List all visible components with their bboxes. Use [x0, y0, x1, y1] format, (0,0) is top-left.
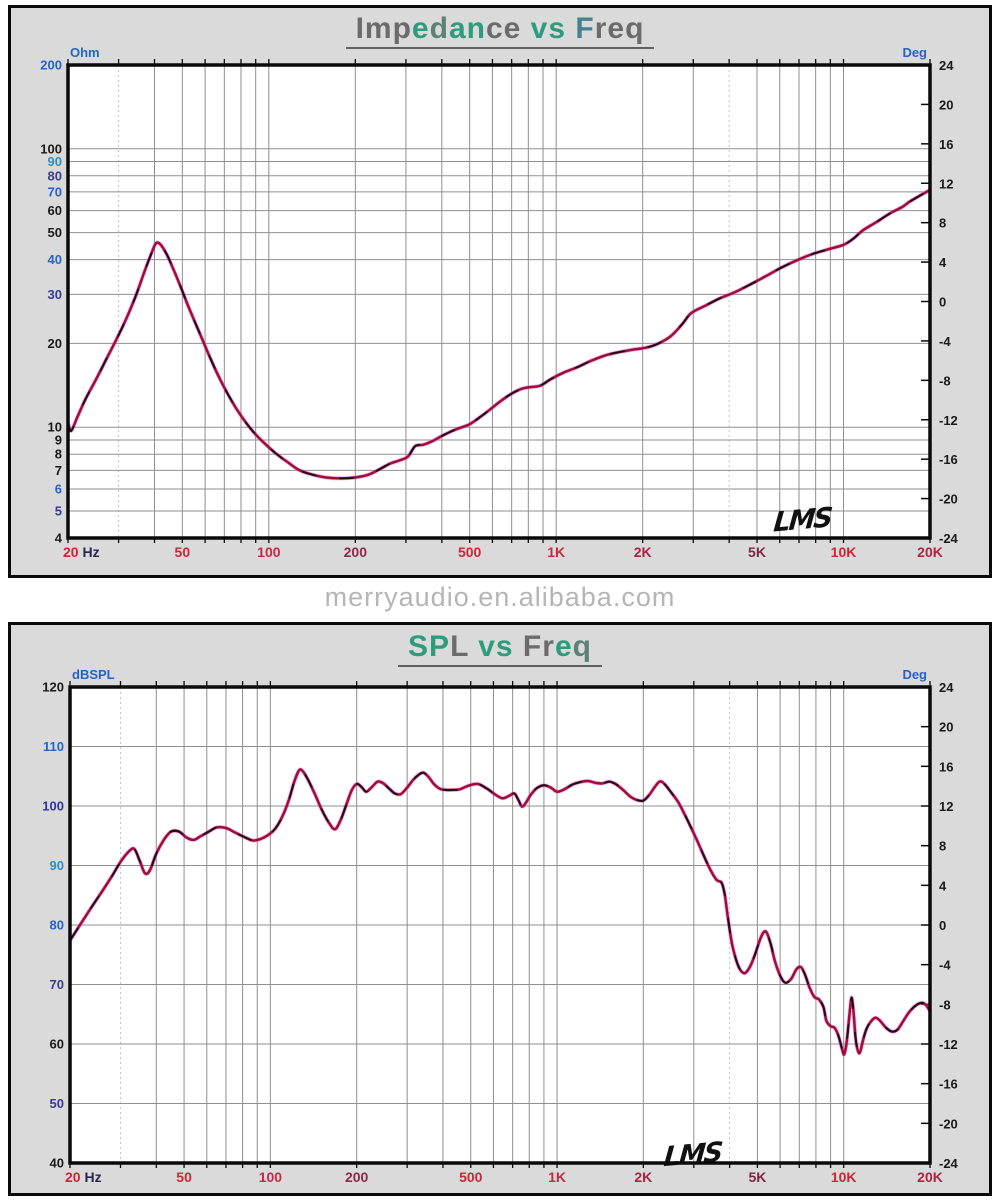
title-letter: I — [355, 12, 365, 45]
spl-panel — [8, 622, 992, 1196]
title-letter: d — [429, 12, 449, 45]
title-letter — [521, 12, 530, 45]
title-letter: s — [548, 12, 567, 45]
watermark-text: merryaudio.en.alibaba.com — [0, 582, 1000, 620]
title-letter: m — [364, 12, 393, 45]
title-letter — [514, 630, 523, 663]
title-letter — [566, 12, 575, 45]
title-letter: s — [495, 630, 514, 663]
impedance-chart-title: Impedance vs Freq — [0, 12, 1000, 49]
title-letter: n — [466, 12, 486, 45]
title-letter: e — [503, 12, 522, 45]
title-letter: F — [522, 630, 543, 663]
title-letter — [469, 630, 478, 663]
title-letter: e — [554, 630, 573, 663]
spl-title-text: SPL vs Freq — [398, 630, 602, 667]
title-letter: F — [575, 12, 595, 45]
title-letter: S — [408, 630, 430, 663]
title-letter: q — [625, 12, 645, 45]
title-letter: e — [607, 12, 626, 45]
impedance-panel — [8, 5, 992, 578]
title-letter: r — [542, 630, 555, 663]
title-letter: r — [594, 12, 608, 45]
title-letter: a — [448, 12, 467, 45]
title-letter: c — [485, 12, 504, 45]
spl-chart-title: SPL vs Freq — [0, 630, 1000, 667]
title-letter: p — [392, 12, 412, 45]
title-letter: L — [450, 630, 469, 663]
title-letter: P — [429, 630, 451, 663]
title-letter: q — [572, 630, 592, 663]
title-letter: e — [411, 12, 430, 45]
impedance-title-text: Impedance vs Freq — [345, 12, 655, 49]
title-letter: v — [530, 12, 549, 45]
title-letter: v — [478, 630, 496, 663]
